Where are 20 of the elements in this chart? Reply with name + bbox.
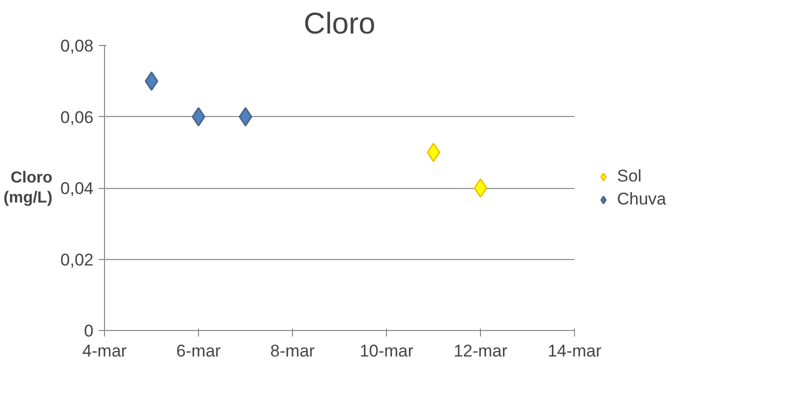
point [238, 107, 252, 126]
point [192, 107, 206, 126]
x-tick-label: 6-mar [176, 342, 222, 360]
y-axis-title: Cloro (mg/L) [4, 169, 53, 207]
legend-label: Chuva [617, 189, 666, 209]
y-tick-label: 0,08 [60, 36, 94, 56]
x-tick-label: 12-mar [454, 342, 508, 360]
x-tick-label: 8-mar [270, 342, 316, 360]
point [144, 71, 158, 91]
y-tick-label: 0,02 [60, 250, 94, 270]
y-tick-label: 0,06 [60, 108, 94, 127]
x-tick-label: 10-mar [360, 342, 414, 360]
legend-label: Sol [617, 166, 642, 186]
y-tick-label: 0 [84, 322, 94, 340]
chart-title: Cloro [304, 8, 376, 40]
point [426, 142, 440, 162]
x-tick-label: 4-mar [82, 342, 128, 360]
point [474, 178, 488, 198]
y-tick-label: 0,04 [60, 179, 94, 198]
x-tick-label: 14-mar [548, 342, 602, 360]
